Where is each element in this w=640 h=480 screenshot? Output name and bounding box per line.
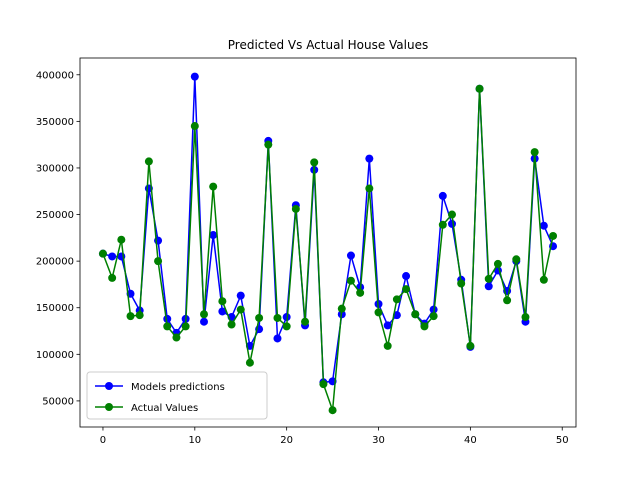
axes-frame [79,57,577,428]
y-tick-label: 200000 [36,257,74,268]
x-tick-label: 10 [188,435,201,446]
data-point [530,148,539,157]
data-point [484,274,493,283]
data-point [346,276,355,285]
data-point [291,204,300,213]
data-point [227,320,236,329]
data-point [163,322,172,331]
data-point [392,295,401,304]
legend-label: Models predictions [131,382,225,393]
y-tick-label: 250000 [36,210,74,221]
data-point [539,275,548,284]
data-point [218,297,227,306]
data-point [503,296,512,305]
data-point [448,219,456,228]
data-point [438,191,447,200]
data-point [172,333,181,342]
data-point [549,231,558,240]
chart-title: Predicted Vs Actual House Values [228,38,428,52]
legend-marker [105,382,113,390]
data-point [346,251,355,260]
data-point [282,322,291,331]
data-point [218,307,227,316]
data-point [181,322,190,331]
data-point [475,84,484,93]
data-point [493,259,502,268]
data-point [383,341,392,350]
data-point [484,282,493,291]
data-point [126,312,135,321]
y-tick-label: 300000 [36,163,74,174]
x-tick-label: 30 [372,435,385,446]
data-point [264,140,273,149]
legend-label: Actual Values [131,403,198,414]
x-tick-label: 20 [280,435,293,446]
data-point [402,285,411,294]
data-point [144,157,153,166]
data-point [255,313,264,322]
legend-box [86,371,268,420]
data-point [273,334,282,343]
data-point [301,317,310,326]
legend: Models predictions Actual Values [86,371,268,420]
y-tick-label: 50000 [42,396,74,407]
data-point [429,312,438,321]
data-point [200,310,208,319]
data-point [98,249,107,258]
data-point [319,380,328,389]
data-point [374,308,383,317]
data-point [328,406,337,415]
data-point [310,158,319,167]
data-point [402,272,411,281]
data-point [117,235,126,244]
series-2 [98,84,558,415]
data-point [209,231,218,240]
y-tick-label: 350000 [36,117,74,128]
data-point [521,313,530,322]
data-point [539,221,548,230]
y-tick-label: 100000 [36,350,74,361]
data-point [108,252,117,261]
data-point [236,291,245,300]
data-point [273,313,282,322]
data-point [466,341,475,350]
legend-item: Actual Values [95,403,198,414]
data-point [448,210,456,219]
y-tick-label: 150000 [36,303,74,314]
data-point [190,72,199,81]
data-point [209,182,218,191]
data-point [108,273,117,282]
data-point [420,322,429,331]
data-point [337,304,346,313]
series-1 [98,72,558,387]
data-point [245,358,254,367]
x-tick-label: 40 [464,435,477,446]
data-point [236,305,245,314]
y-tick-label: 400000 [36,70,74,81]
data-point [135,311,144,320]
plot-area: 0 10 20 30 40 50 50000 100000 150000 200000 250000… [36,57,577,446]
x-tick-label: 50 [556,435,569,446]
data-point [365,154,374,163]
data-point [457,279,466,288]
data-point [356,288,365,297]
legend-item: Models predictions [95,382,225,393]
data-point [365,184,374,193]
x-tick-label: 0 [100,435,106,446]
data-point [383,321,392,330]
data-point [154,257,163,266]
data-point [190,122,199,131]
data-point [411,310,420,319]
legend-marker [105,403,113,411]
data-point [438,220,447,229]
data-point [512,255,521,264]
data-point [200,317,208,326]
